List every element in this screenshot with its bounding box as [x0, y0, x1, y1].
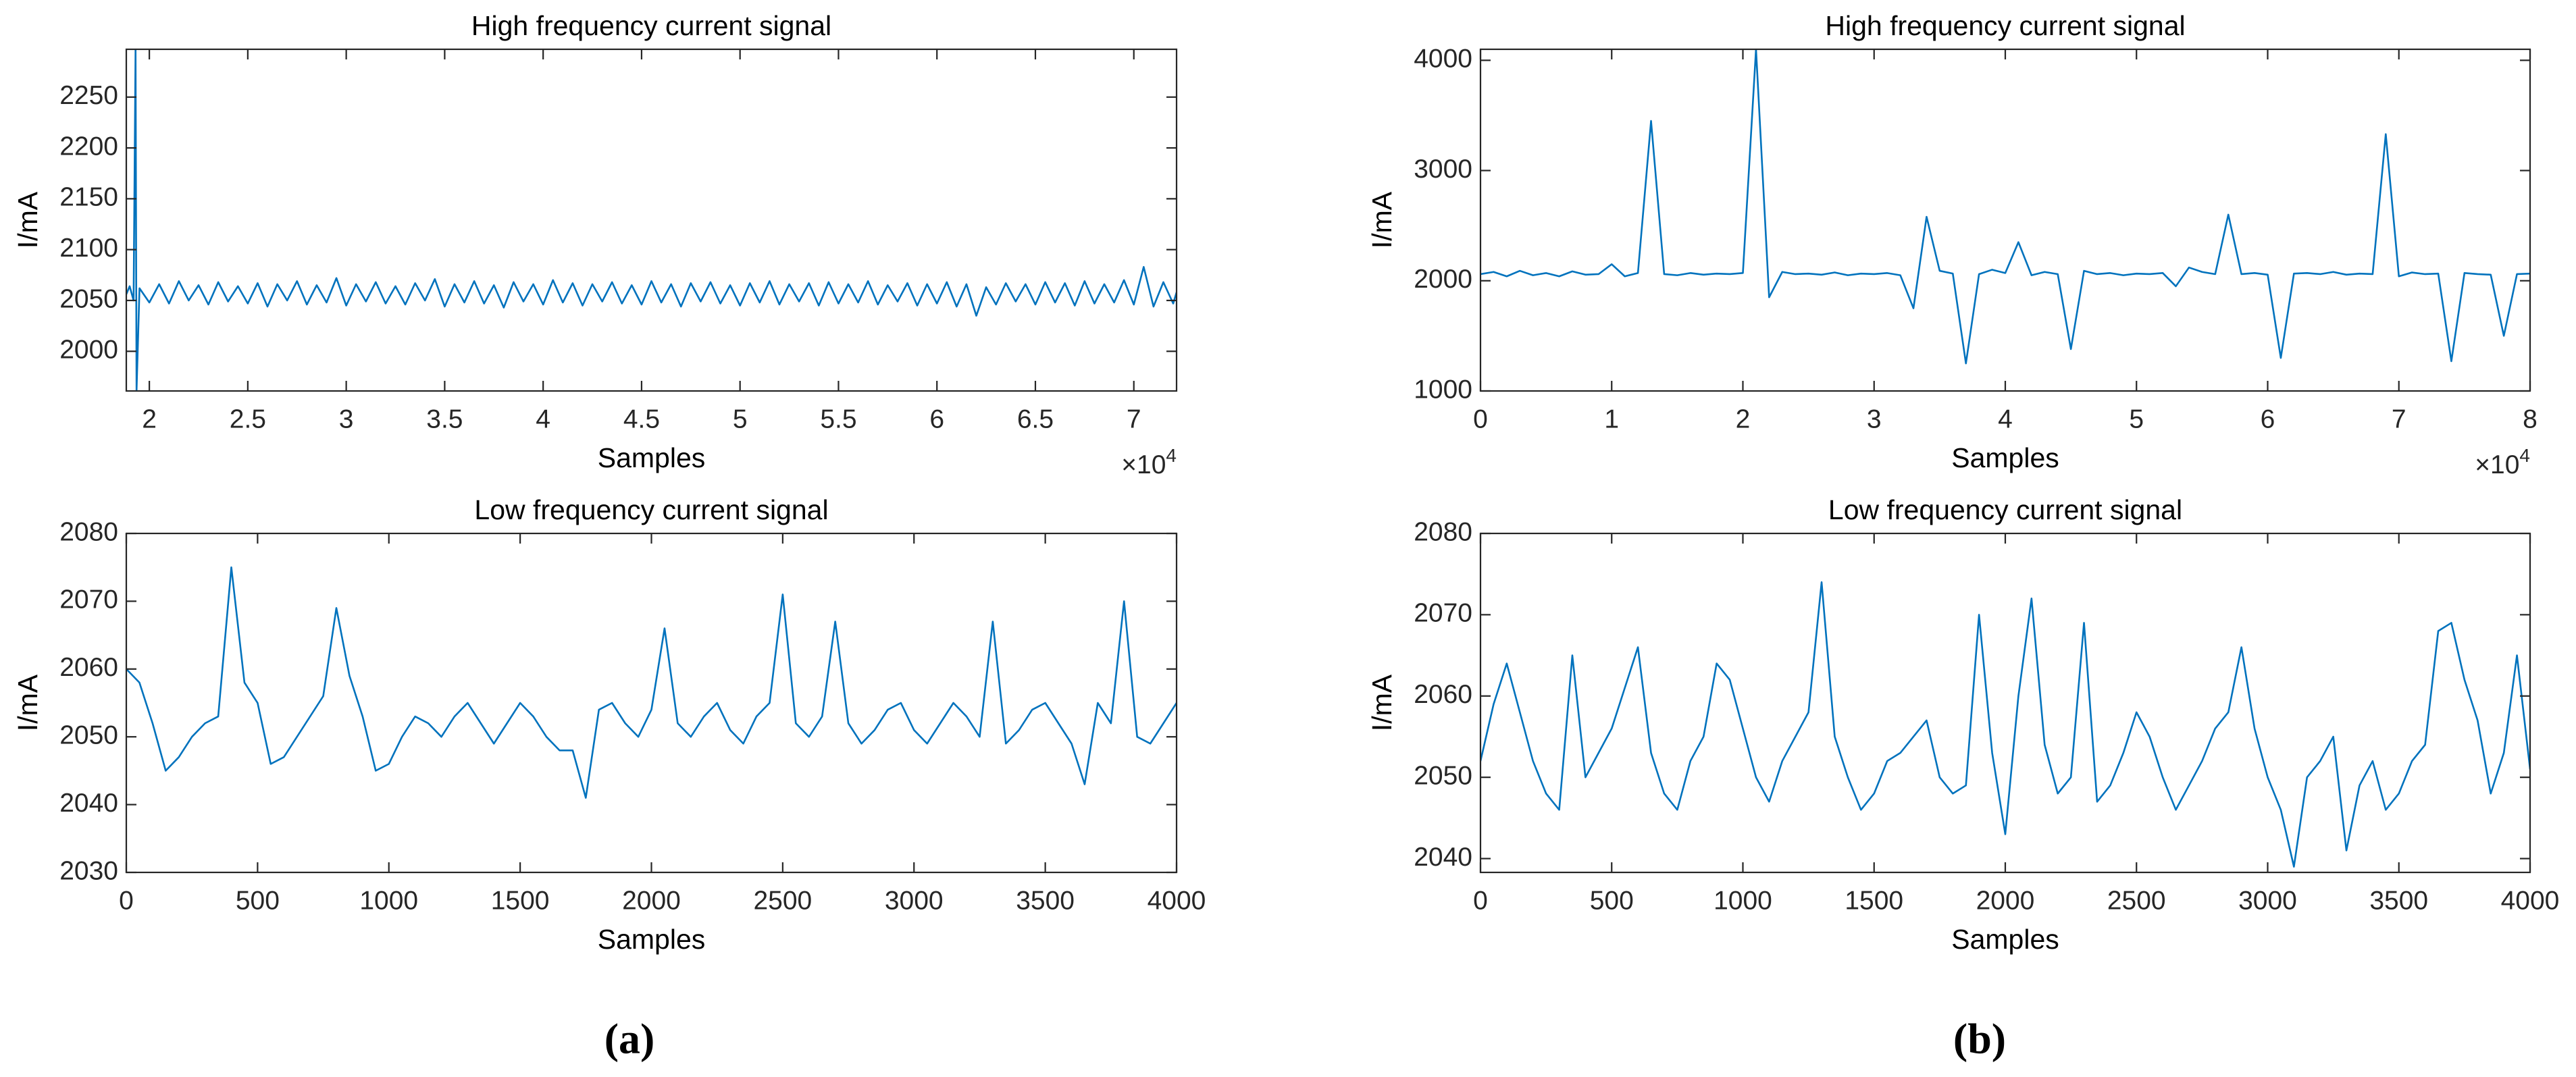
caption: (b): [1953, 1015, 2006, 1063]
y-tick-label: 2060: [1414, 680, 1472, 709]
chart-title: High frequency current signal: [1825, 10, 2185, 41]
x-tick-label: 3000: [885, 886, 944, 915]
x-tick-label: 4000: [1148, 886, 1206, 915]
y-tick-label: 3000: [1414, 155, 1472, 184]
y-tick-label: 2150: [59, 183, 118, 212]
y-tick-label: 2070: [59, 585, 118, 614]
signal-line: [126, 566, 1177, 799]
x-tick-label: 1500: [1845, 886, 1903, 915]
plot-area: [126, 533, 1177, 872]
x-tick-label: 2: [1736, 404, 1751, 434]
x-tick-label: 500: [1590, 886, 1634, 915]
y-tick-label: 2050: [1414, 761, 1472, 790]
y-tick-label: 2040: [59, 789, 118, 818]
x-tick-label: 7: [2392, 404, 2406, 434]
y-tick-label: 2000: [1414, 265, 1472, 294]
x-tick-label: 5: [733, 404, 748, 434]
x-exponent-label: ×104: [1121, 445, 1177, 479]
signal-line: [1480, 581, 2530, 868]
y-tick-label: 1000: [1414, 375, 1472, 404]
x-axis-label: Samples: [1951, 442, 2059, 473]
x-tick-label: 5.5: [820, 404, 856, 434]
y-tick-label: 4000: [1414, 45, 1472, 74]
y-tick-label: 2100: [59, 234, 118, 263]
y-tick-label: 2070: [1414, 599, 1472, 628]
x-exponent-label: ×104: [2475, 445, 2530, 479]
y-tick-label: 2080: [59, 517, 118, 546]
x-tick-label: 3000: [2238, 886, 2297, 915]
x-tick-label: 4: [1998, 404, 2013, 434]
caption: (a): [604, 1015, 655, 1063]
x-tick-label: 6: [929, 404, 944, 434]
exponent-power: 4: [2519, 445, 2530, 466]
y-tick-label: 2050: [59, 284, 118, 313]
x-tick-label: 4000: [2501, 886, 2560, 915]
x-tick-label: 2500: [2107, 886, 2166, 915]
signal-line: [126, 49, 1177, 391]
x-tick-label: 3: [339, 404, 354, 434]
x-axis-label: Samples: [598, 924, 706, 955]
x-tick-label: 3500: [2369, 886, 2428, 915]
plot-area: [126, 49, 1177, 391]
chart-title: Low frequency current signal: [1828, 494, 2182, 525]
x-tick-label: 2.5: [230, 404, 266, 434]
y-tick-label: 2060: [59, 653, 118, 682]
y-axis-label: I/mA: [1366, 191, 1397, 248]
chart-title: High frequency current signal: [471, 10, 831, 41]
x-tick-label: 3: [1867, 404, 1882, 434]
axes-box: [125, 48, 1178, 392]
x-tick-label: 5: [2129, 404, 2144, 434]
x-tick-label: 7: [1127, 404, 1141, 434]
x-tick-label: 1: [1604, 404, 1619, 434]
x-tick-label: 1500: [491, 886, 550, 915]
y-tick-label: 2250: [59, 81, 118, 110]
x-tick-label: 6.5: [1017, 404, 1054, 434]
x-tick-label: 2500: [753, 886, 812, 915]
exponent-base: ×10: [2475, 450, 2519, 479]
y-axis-label: I/mA: [12, 674, 43, 731]
x-tick-label: 2000: [1976, 886, 2035, 915]
x-axis-label: Samples: [1951, 924, 2059, 955]
y-tick-label: 2080: [1414, 517, 1472, 546]
y-tick-label: 2030: [59, 856, 118, 885]
x-tick-label: 1000: [1714, 886, 1772, 915]
x-tick-label: 0: [1473, 886, 1488, 915]
exponent-base: ×10: [1121, 450, 1166, 479]
y-tick-label: 2040: [1414, 843, 1472, 872]
x-tick-label: 0: [119, 886, 134, 915]
exponent-power: 4: [1166, 445, 1177, 466]
y-tick-label: 2050: [59, 720, 118, 750]
plot-area: [1480, 533, 2530, 872]
y-axis-label: I/mA: [1366, 674, 1397, 731]
x-tick-label: 2: [142, 404, 157, 434]
x-tick-label: 6: [2261, 404, 2275, 434]
plot-area: [1480, 49, 2530, 391]
y-tick-label: 2200: [59, 132, 118, 161]
signal-line: [1480, 49, 2530, 365]
x-tick-label: 4.5: [623, 404, 660, 434]
x-tick-label: 1000: [359, 886, 418, 915]
chart-title: Low frequency current signal: [474, 494, 828, 525]
x-tick-label: 3.5: [426, 404, 463, 434]
x-axis-label: Samples: [598, 442, 706, 473]
x-tick-label: 500: [236, 886, 280, 915]
y-tick-label: 2000: [59, 336, 118, 365]
x-tick-label: 3500: [1016, 886, 1075, 915]
x-tick-label: 0: [1473, 404, 1488, 434]
x-tick-label: 8: [2523, 404, 2538, 434]
x-tick-label: 4: [536, 404, 550, 434]
x-tick-label: 2000: [622, 886, 681, 915]
y-axis-label: I/mA: [12, 191, 43, 248]
